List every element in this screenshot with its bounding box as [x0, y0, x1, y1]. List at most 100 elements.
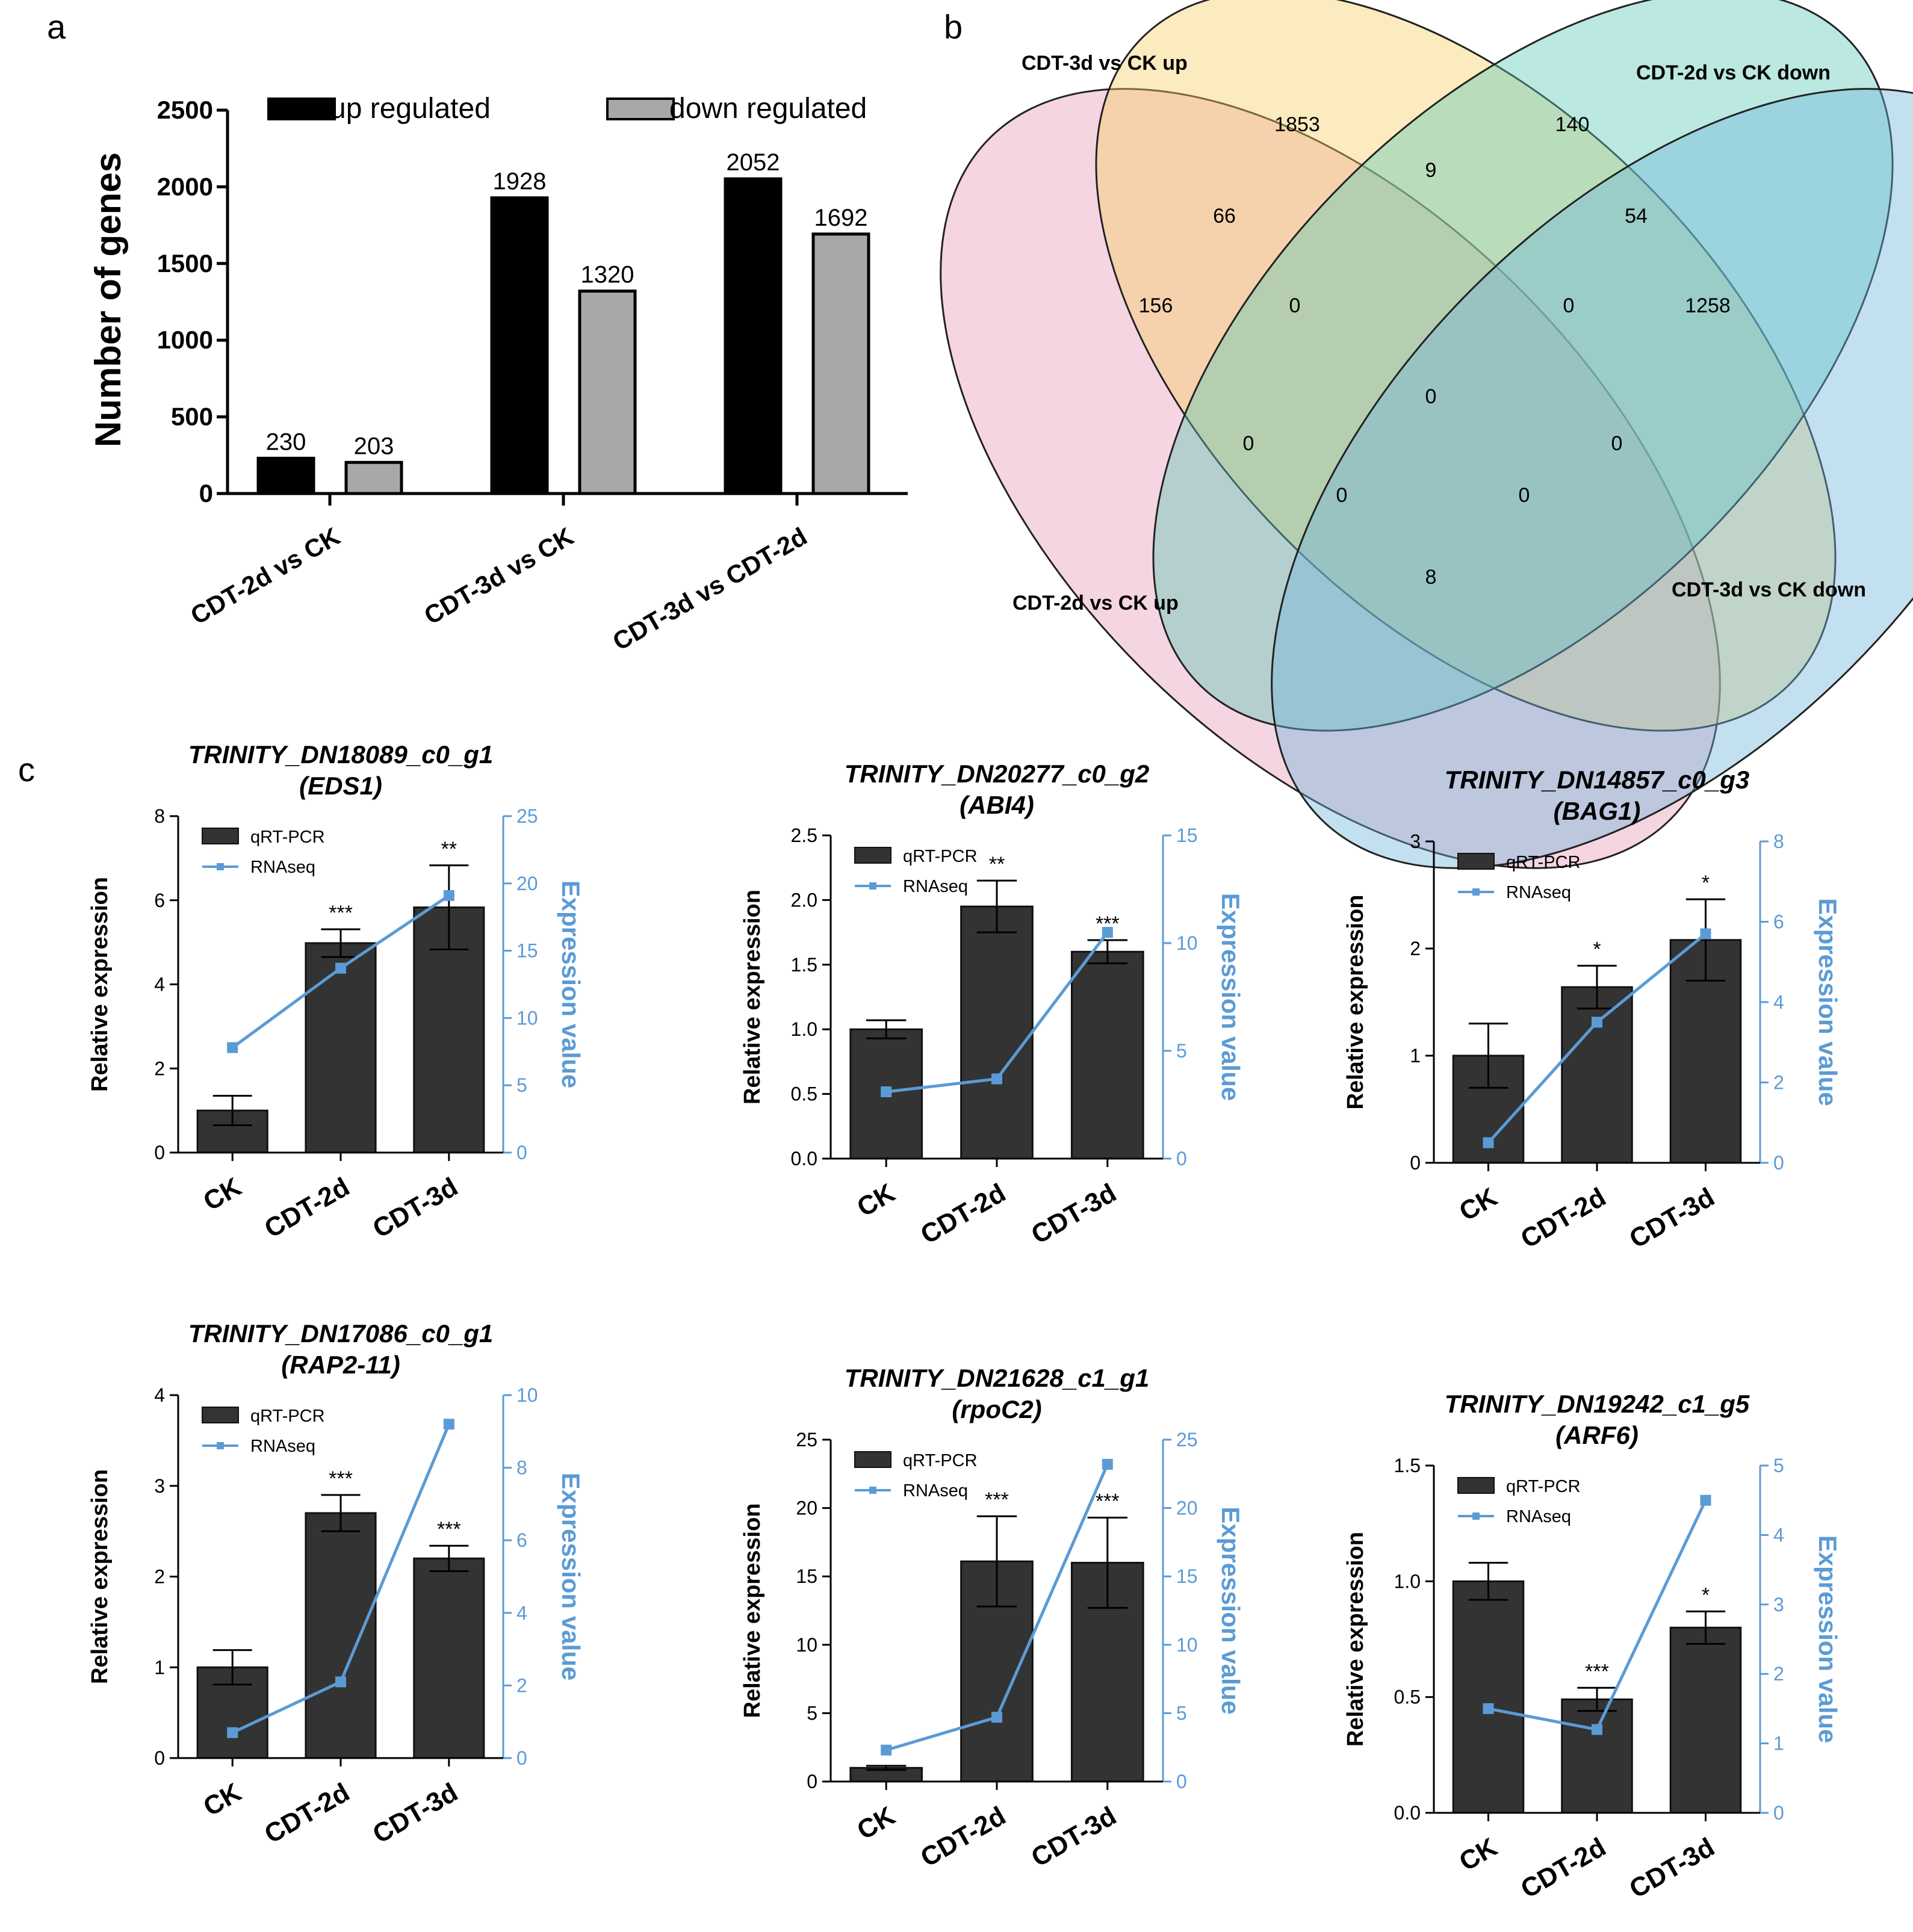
legend-marker-rnaseq — [869, 1487, 876, 1494]
venn-count: 66 — [1213, 205, 1236, 228]
chart-title: TRINITY_DN14857_c0_g3 — [1445, 766, 1750, 794]
x-category-label: CDT-2d — [1516, 1182, 1611, 1254]
rnaseq-point — [991, 1073, 1002, 1085]
y-axis-label: Relative expression — [740, 890, 765, 1104]
panel-label-a: a — [47, 8, 66, 46]
y2-tick-label: 10 — [1176, 932, 1198, 954]
venn-count: 156 — [1139, 294, 1173, 317]
venn-count: 8 — [1425, 566, 1437, 589]
y2-tick-label: 0 — [1773, 1802, 1784, 1824]
venn-set-label: CDT-2d vs CK up — [1012, 592, 1179, 615]
bar-qrtpcr — [1561, 986, 1633, 1164]
y-tick-label: 4 — [154, 974, 165, 995]
qrtpcr-chart-3: TRINITY_DN14857_c0_g3 (BAG1) * * 0 1 2 3 0 2 4 6 8 CK… — [1343, 766, 1842, 1254]
y2-tick-label: 8 — [1773, 831, 1784, 852]
significance-mark: *** — [1585, 1660, 1609, 1683]
bar-up — [490, 196, 549, 495]
panel-c-qrtpcr-charts: TRINITY_DN18089_c0_g1(EDS1)*****02468051… — [87, 740, 1842, 1904]
y-tick-label: 1000 — [157, 326, 213, 354]
legend-label-qrtpcr: qRT-PCR — [903, 847, 978, 866]
rnaseq-point — [227, 1727, 238, 1738]
bar-down — [578, 289, 637, 495]
bar-up — [256, 456, 315, 495]
legend-label-rnaseq: RNAseq — [903, 877, 968, 896]
y-tick-label: 1.0 — [791, 1018, 817, 1040]
bar-qrtpcr — [413, 1557, 485, 1759]
y-tick-label: 1 — [1410, 1045, 1421, 1067]
x-category-label: CK — [1454, 1832, 1502, 1877]
x-category-label: CDT-3d — [1625, 1832, 1720, 1904]
legend-swatch-qrtpcr — [854, 847, 891, 864]
significance-mark: *** — [1096, 1490, 1120, 1513]
y-tick-label: 20 — [796, 1497, 817, 1519]
rnaseq-point — [443, 1419, 454, 1430]
y-tick-label: 5 — [807, 1702, 817, 1724]
y2-tick-label: 0 — [516, 1747, 527, 1769]
y-tick-label: 2 — [154, 1566, 165, 1588]
chart-title: TRINITY_DN20277_c0_g2 — [845, 760, 1150, 788]
significance-mark: *** — [985, 1488, 1009, 1511]
venn-count: 0 — [1563, 294, 1575, 317]
bar-value-label: 230 — [266, 429, 306, 455]
y2-tick-label: 2 — [516, 1674, 527, 1696]
rnaseq-point — [1700, 928, 1711, 940]
chart-title: TRINITY_DN21628_c1_g1 — [845, 1364, 1150, 1392]
legend-swatch-up — [267, 98, 336, 120]
rnaseq-point — [335, 1676, 346, 1688]
y-tick-label: 25 — [796, 1429, 817, 1451]
chart-subtitle: (ARF6) — [1555, 1421, 1639, 1449]
y2-axis-label: Expression value — [1217, 1506, 1245, 1715]
legend-label-qrtpcr: qRT-PCR — [250, 828, 325, 847]
y2-tick-label: 15 — [516, 940, 538, 962]
legend-swatch-down — [606, 98, 675, 120]
x-category-label: CDT-2d — [916, 1801, 1011, 1872]
y2-axis-label: Expression value — [1217, 893, 1245, 1101]
venn-count: 0 — [1289, 294, 1301, 317]
rnaseq-point — [1102, 1458, 1113, 1470]
chart-subtitle: (RAP2-11) — [281, 1351, 400, 1379]
y-axis-label: Number of genes — [88, 152, 128, 447]
y2-tick-label: 5 — [1176, 1702, 1187, 1724]
significance-mark: *** — [437, 1518, 461, 1541]
y2-tick-label: 0 — [1176, 1771, 1187, 1792]
panel-a-bar-chart: 0 500 1000 1500 2000 2500 Number of genes 230 20… — [88, 93, 908, 656]
significance-mark: ** — [989, 853, 1005, 876]
y2-tick-label: 1 — [1773, 1733, 1784, 1754]
x-category-label: CDT-2d — [916, 1178, 1011, 1249]
y-tick-label: 0 — [199, 479, 213, 507]
venn-ellipse-3d-up — [1095, 0, 1837, 732]
venn-region-counts: 1853 140 1258 156 9 66 54 0 0 0 0 0 0 0 … — [1139, 113, 1731, 589]
bar-qrtpcr — [1669, 1626, 1742, 1814]
rnaseq-point — [1102, 927, 1113, 938]
venn-ellipses — [940, 0, 1913, 869]
y2-axis-label: Expression value — [557, 1473, 585, 1681]
rnaseq-point — [335, 962, 346, 974]
panel-label-b: b — [944, 8, 963, 46]
y2-tick-label: 5 — [1176, 1040, 1187, 1062]
x-category-label: CK — [852, 1801, 901, 1845]
legend-marker-rnaseq — [217, 1442, 224, 1449]
y-tick-label: 2500 — [157, 96, 213, 124]
y2-tick-label: 4 — [516, 1602, 527, 1624]
venn-ellipse-3d-down — [1271, 88, 1913, 869]
rnaseq-point — [443, 890, 454, 901]
y-axis-label: Relative expression — [87, 1469, 113, 1684]
significance-mark: * — [1702, 872, 1710, 894]
bar-down — [344, 460, 403, 495]
rnaseq-point — [881, 1086, 892, 1098]
legend-marker-rnaseq — [1472, 888, 1480, 896]
y-tick-label: 0 — [154, 1747, 165, 1769]
y-tick-label: 0 — [154, 1142, 165, 1163]
venn-set-label: CDT-3d vs CK down — [1672, 578, 1866, 601]
y2-tick-label: 20 — [516, 873, 538, 894]
bar-qrtpcr — [1561, 1698, 1633, 1814]
bar-qrtpcr — [960, 905, 1034, 1160]
legend-label-qrtpcr: qRT-PCR — [1506, 1477, 1581, 1496]
x-category-label: CDT-3d vs CK — [419, 522, 578, 630]
legend-swatch-qrtpcr — [202, 828, 239, 844]
y-tick-label: 1 — [154, 1656, 165, 1678]
y-tick-label: 2.5 — [791, 825, 817, 846]
x-category-label: CK — [1454, 1182, 1502, 1227]
y2-tick-label: 2 — [1773, 1663, 1784, 1685]
significance-mark: *** — [329, 1467, 353, 1490]
